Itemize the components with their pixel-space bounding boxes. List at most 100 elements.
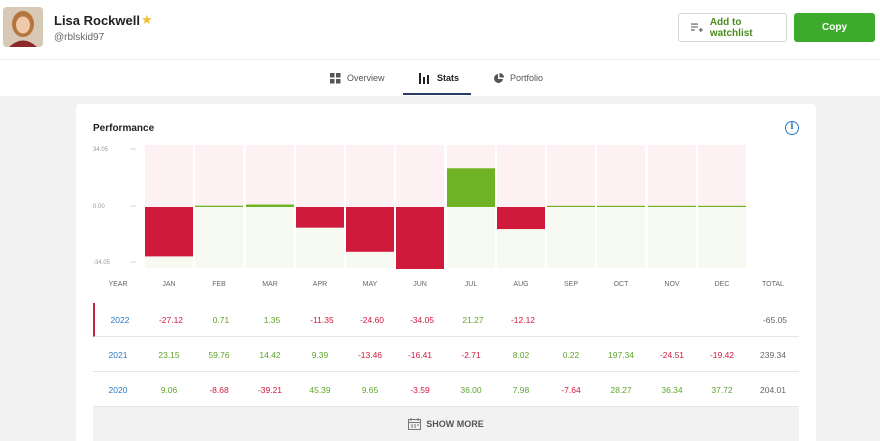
show-more-label: SHOW MORE xyxy=(426,419,484,429)
month-bg-lower xyxy=(597,207,645,268)
table-cell: -27.12 xyxy=(158,315,184,325)
y-tick-label: 0.00 xyxy=(93,204,105,210)
month-bg-lower xyxy=(246,207,294,268)
calendar-icon xyxy=(408,418,422,430)
column-header-mar: MAR xyxy=(262,281,278,288)
bar-feb[interactable] xyxy=(195,205,243,207)
grid-icon xyxy=(330,72,341,83)
column-header-apr: APR xyxy=(312,281,328,288)
table-cell: 37.72 xyxy=(711,385,733,395)
bar-jun[interactable] xyxy=(396,207,444,269)
table-cell: 36.00 xyxy=(460,385,482,395)
table-cell: -34.05 xyxy=(409,315,435,325)
tab-overview[interactable]: Overview xyxy=(330,60,385,96)
table-cell: 7.98 xyxy=(512,385,530,395)
table-cell xyxy=(598,303,648,337)
month-bg-upper xyxy=(497,145,545,207)
table-cell: 36.34 xyxy=(661,385,683,395)
bar-mar[interactable] xyxy=(246,204,294,207)
table-cell: -3.59 xyxy=(410,385,430,395)
bar-oct[interactable] xyxy=(597,205,645,207)
table-cell: 21.27 xyxy=(462,315,484,325)
table-row: 2022 -27.12 0.71 1.35 -11.35 -24.60 -34.05 21.2… xyxy=(93,303,799,337)
y-tick-label: 34.05 xyxy=(93,147,109,153)
column-header-year: YEAR xyxy=(108,281,128,288)
performance-title: Performance xyxy=(93,123,155,134)
column-header-jan: JAN xyxy=(162,281,176,288)
column-header-oct: OCT xyxy=(613,281,629,288)
total-cell: -65.05 xyxy=(762,315,788,325)
active-tab-indicator xyxy=(403,93,471,95)
month-bg-upper xyxy=(648,145,696,207)
month-bg-upper xyxy=(698,145,746,207)
column-header-jul: JUL xyxy=(464,281,478,288)
tab-portfolio[interactable]: Portfolio xyxy=(493,60,543,96)
table-row: 2021 23.15 59.76 14.42 9.39 -13.46 -16.41 -2.71… xyxy=(93,338,799,372)
profile-tabs: Overview Stats Portfolio xyxy=(0,60,880,96)
year-link[interactable]: 2021 xyxy=(108,350,128,360)
table-cell: 59.76 xyxy=(208,350,230,360)
watchlist-add-icon xyxy=(691,23,703,32)
bar-nov[interactable] xyxy=(648,205,696,207)
table-cell: -8.68 xyxy=(209,385,229,395)
month-bg-lower xyxy=(547,207,595,268)
total-cell: 239.34 xyxy=(760,350,786,360)
tab-stats-label: Stats xyxy=(437,73,460,83)
y-tick-label: -34.05 xyxy=(93,260,111,266)
pie-icon xyxy=(494,72,504,83)
star-icon[interactable]: ★ xyxy=(141,12,153,27)
bar-jan[interactable] xyxy=(145,207,193,257)
column-header-nov: NOV xyxy=(664,281,680,288)
bar-apr[interactable] xyxy=(296,207,344,228)
table-cell: 8.02 xyxy=(512,350,530,360)
table-cell: 1.35 xyxy=(263,315,281,325)
month-bg-upper xyxy=(195,145,243,207)
month-bg-lower xyxy=(648,207,696,268)
avatar[interactable] xyxy=(3,7,43,47)
profile-header: Lisa Rockwell ★ @rblskid97 Add to watchl… xyxy=(0,0,880,60)
copy-button[interactable]: Copy xyxy=(794,13,875,42)
user-name: Lisa Rockwell xyxy=(54,13,140,28)
bar-sep[interactable] xyxy=(547,205,595,207)
column-header-total: TOTAL xyxy=(762,281,784,288)
table-cell: -7.64 xyxy=(561,385,581,395)
table-cell xyxy=(699,303,749,337)
column-header-aug: AUG xyxy=(513,281,529,288)
watchlist-label: Add to watchlist xyxy=(709,16,753,39)
bar-may[interactable] xyxy=(346,207,394,252)
table-cell: 28.27 xyxy=(610,385,632,395)
table-cell: -39.21 xyxy=(257,385,283,395)
info-icon[interactable]: i xyxy=(785,121,799,135)
table-cell: -2.71 xyxy=(461,350,481,360)
month-bg-upper xyxy=(547,145,595,207)
table-cell: 14.42 xyxy=(259,350,281,360)
table-cell: -11.35 xyxy=(310,315,334,325)
total-cell: 204.01 xyxy=(760,385,786,395)
bar-aug[interactable] xyxy=(497,207,545,230)
month-bg-upper xyxy=(396,145,444,207)
bar-dec[interactable] xyxy=(698,205,746,207)
table-cell: 9.65 xyxy=(361,385,379,395)
column-header-feb: FEB xyxy=(212,281,226,288)
year-link[interactable]: 2022 xyxy=(110,315,130,325)
table-cell: 0.71 xyxy=(212,315,230,325)
table-cell: 23.15 xyxy=(158,350,180,360)
add-to-watchlist-button[interactable]: Add to watchlist xyxy=(678,13,787,42)
month-bg-upper xyxy=(597,145,645,207)
month-bg-upper xyxy=(246,145,294,207)
table-cell: 0.22 xyxy=(562,350,580,360)
table-cell xyxy=(548,303,598,337)
month-bg-lower xyxy=(195,207,243,268)
table-cell: -19.42 xyxy=(709,350,735,360)
table-cell: 9.39 xyxy=(311,350,329,360)
tab-stats[interactable]: Stats xyxy=(419,60,459,96)
table-cell: 45.39 xyxy=(309,385,331,395)
show-more-button[interactable]: SHOW MORE xyxy=(93,407,799,441)
table-cell: -12.12 xyxy=(510,315,536,325)
bar-jul[interactable] xyxy=(447,168,495,207)
column-header-jun: JUN xyxy=(413,281,427,288)
year-link[interactable]: 2020 xyxy=(108,385,128,395)
table-cell: -24.60 xyxy=(359,315,385,325)
table-cell: 9.06 xyxy=(160,385,178,395)
